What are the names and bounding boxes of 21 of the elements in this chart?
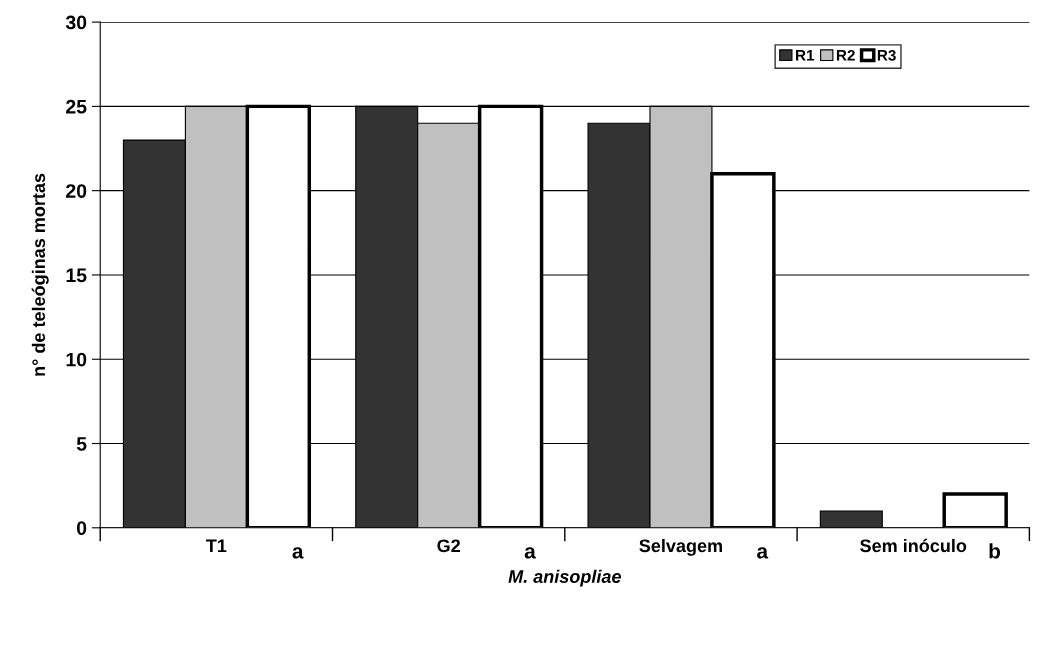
bar (819, 510, 883, 528)
legend-label: R3 (877, 49, 896, 61)
y-tick-label: 15 (66, 268, 87, 283)
x-tick-label: T1 (206, 539, 227, 552)
text: a (524, 547, 536, 559)
y-tick-label: 25 (66, 99, 87, 114)
text: a (757, 547, 769, 559)
text: a (292, 547, 304, 559)
legend-label: R1 (796, 50, 815, 61)
text: b (989, 543, 1001, 559)
y-tick-label: 0 (76, 521, 87, 536)
y-tick-label: 5 (76, 437, 87, 451)
y-tick-label: 10 (66, 352, 87, 367)
x-axis-title: M. anisopliae (508, 569, 621, 587)
x-tick-label: Sem inóculo (860, 538, 967, 553)
x-tick-label: G2 (437, 539, 460, 553)
y-tick-label: 30 (65, 15, 87, 30)
legend-label: R2 (836, 49, 855, 61)
y-axis-title: n° de teleóginas mortas (31, 173, 49, 376)
y-tick-label: 20 (66, 184, 87, 198)
x-tick-label: Selvagem (639, 538, 722, 556)
